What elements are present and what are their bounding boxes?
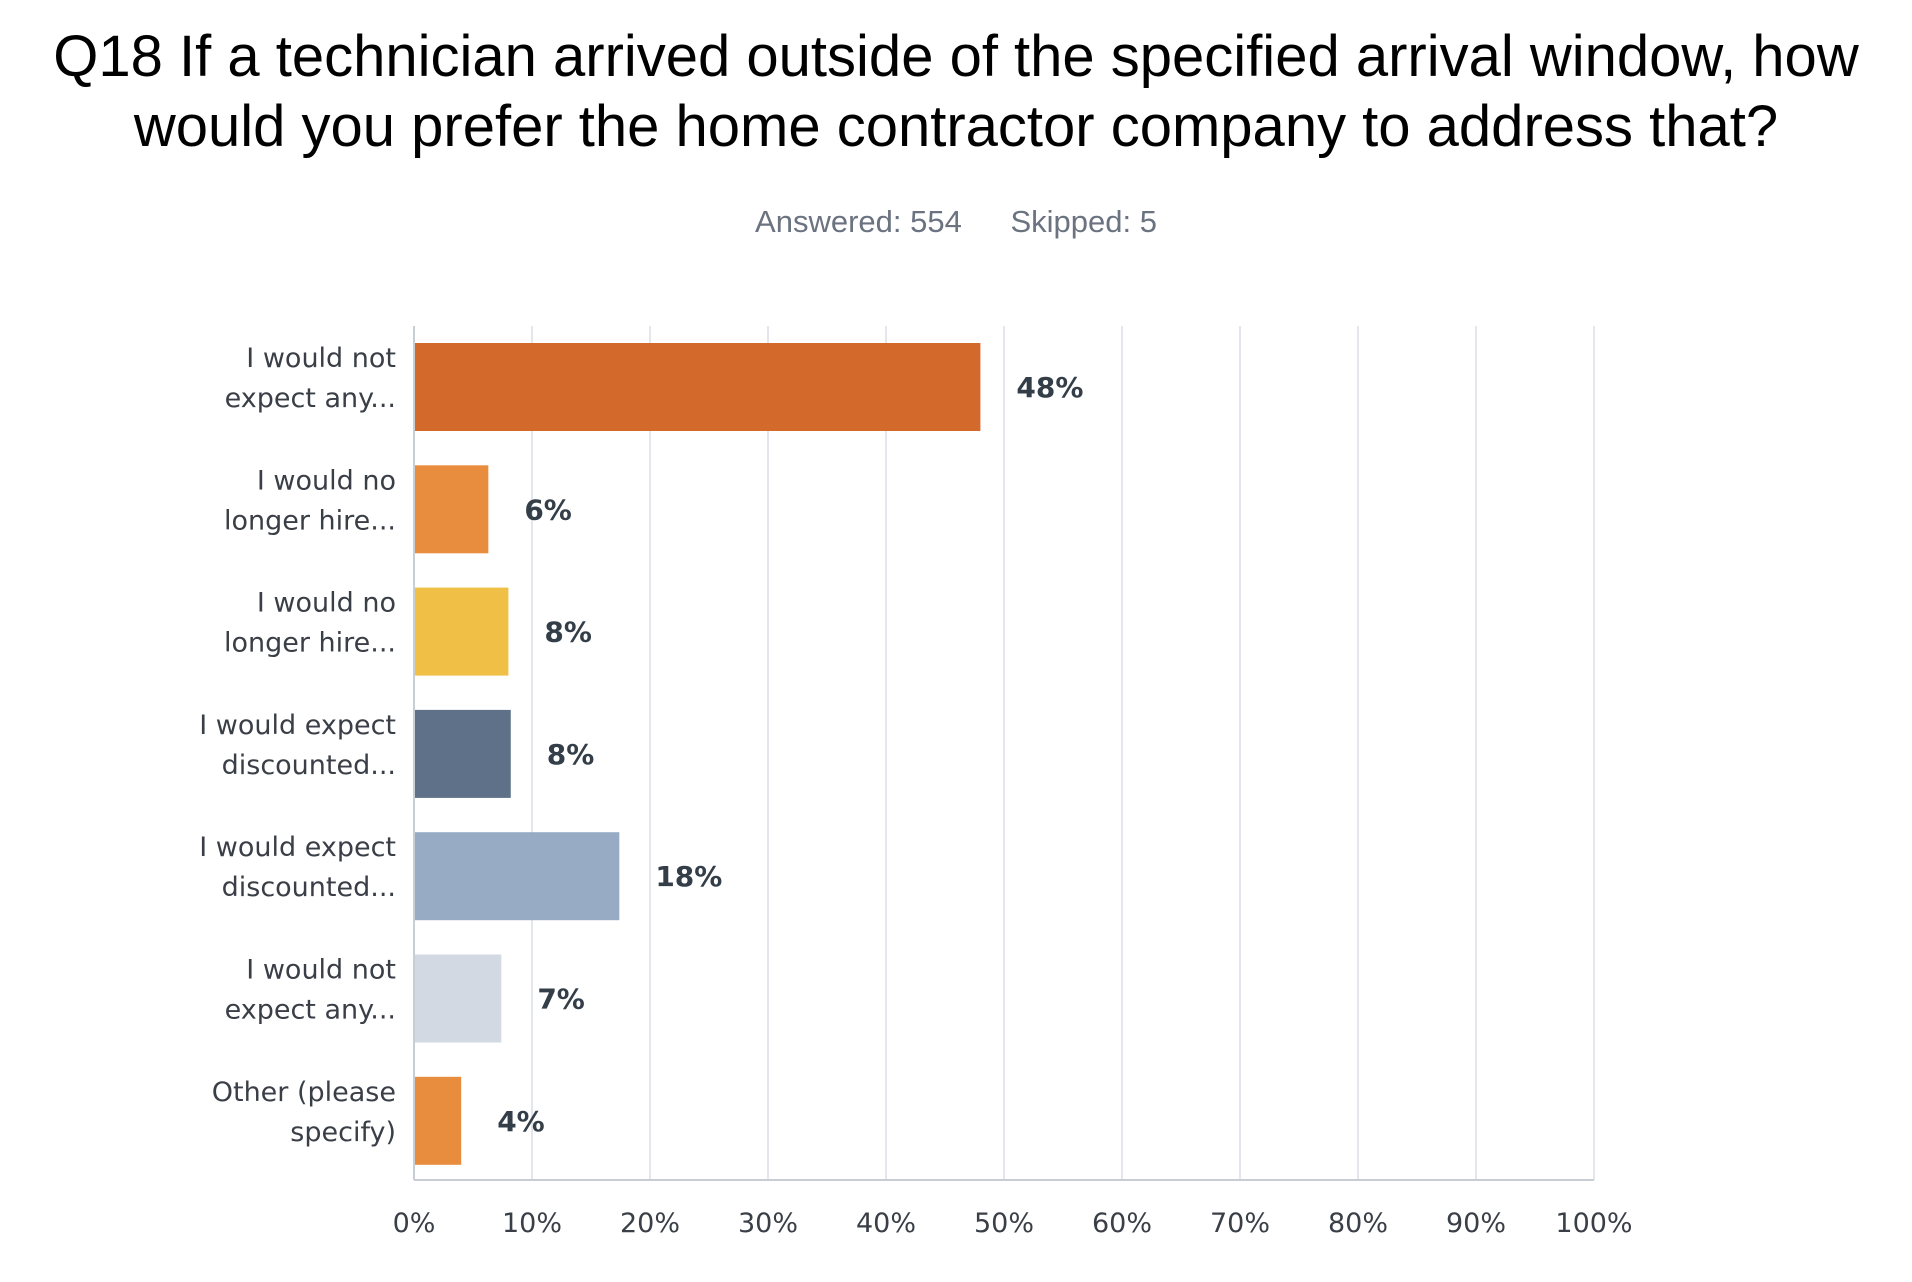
x-tick-label: 70% — [1210, 1208, 1270, 1239]
bar — [415, 832, 620, 921]
x-tick-label: 90% — [1446, 1208, 1506, 1239]
data-label: 6% — [524, 493, 572, 526]
category-label: specify) — [290, 1117, 396, 1148]
category-label: longer hire... — [224, 628, 396, 659]
category-label: longer hire... — [224, 505, 396, 536]
bar — [415, 343, 981, 431]
x-tick-label: 80% — [1328, 1208, 1388, 1239]
category-label: I would expect — [199, 710, 396, 741]
category-label: expect any... — [225, 995, 396, 1026]
title-line-1: Q18 If a technician arrived outside of t… — [53, 24, 1859, 89]
data-label: 8% — [544, 616, 592, 649]
data-label: 4% — [497, 1105, 545, 1138]
x-tick-label: 60% — [1092, 1208, 1152, 1239]
data-label: 7% — [537, 983, 585, 1016]
data-label: 8% — [547, 738, 595, 771]
category-label: discounted... — [222, 750, 396, 781]
x-tick-label: 50% — [974, 1208, 1034, 1239]
x-tick-label: 40% — [856, 1208, 916, 1239]
category-label: expect any... — [225, 383, 396, 414]
response-stats: Answered: 554 Skipped: 5 — [0, 204, 1912, 240]
data-label: 18% — [655, 860, 722, 893]
bar — [415, 587, 509, 676]
x-tick-label: 30% — [738, 1208, 798, 1239]
x-tick-label: 10% — [502, 1208, 562, 1239]
title-line-2: would you prefer the home contractor com… — [133, 94, 1779, 159]
x-tick-label: 100% — [1555, 1208, 1632, 1239]
category-label: I would no — [257, 588, 396, 619]
category-label: I would not — [246, 343, 396, 374]
chart-title: Q18 If a technician arrived outside of t… — [0, 22, 1912, 162]
bar — [415, 1076, 462, 1165]
category-label: I would not — [246, 955, 396, 986]
skipped-count: Skipped: 5 — [1010, 204, 1157, 239]
x-tick-label: 0% — [393, 1208, 436, 1239]
bar — [415, 709, 511, 798]
category-label: Other (please — [212, 1077, 396, 1108]
bar — [415, 954, 502, 1043]
bar — [415, 465, 489, 554]
answered-count: Answered: 554 — [755, 204, 962, 239]
x-tick-label: 20% — [620, 1208, 680, 1239]
category-label: I would expect — [199, 832, 396, 863]
data-label: 48% — [1016, 371, 1083, 404]
category-label: discounted... — [222, 872, 396, 903]
category-label: I would no — [257, 465, 396, 496]
